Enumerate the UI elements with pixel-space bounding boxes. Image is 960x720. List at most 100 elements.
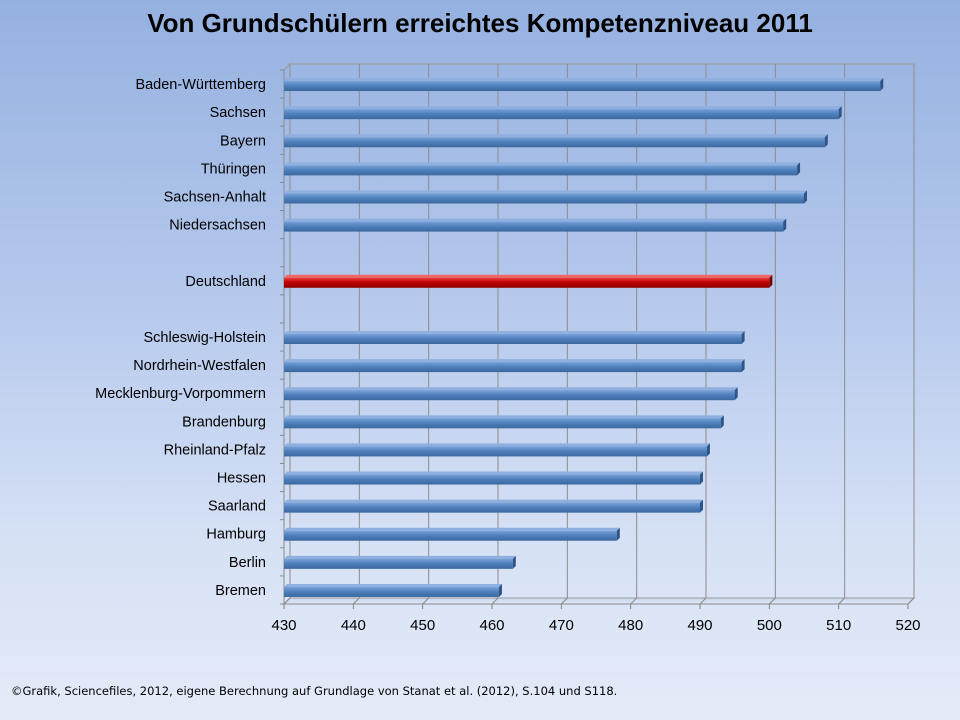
bar-front [284, 137, 825, 148]
bar-top [284, 134, 828, 138]
floor-gridline [283, 597, 291, 605]
bar-front [284, 362, 742, 373]
bar-end [824, 134, 828, 148]
bar-top [284, 471, 703, 475]
bar-front [284, 474, 700, 485]
bar [284, 415, 724, 429]
bar-top [284, 443, 710, 447]
category-label: Brandenburg [182, 414, 266, 430]
bar-end [700, 499, 703, 513]
bar-top [284, 78, 884, 82]
x-tick-label: 520 [895, 617, 920, 634]
floor-gridline [630, 597, 638, 605]
x-tick-label: 490 [687, 617, 712, 634]
bar [284, 106, 842, 120]
chart-title: Von Grundschülern erreichtes Kompetenzni… [147, 8, 813, 38]
source-credit: ©Grafik, Sciencefiles, 2012, eigene Bere… [11, 684, 618, 698]
x-tick-label: 510 [826, 617, 851, 634]
category-label: Mecklenburg-Vorpommern [95, 386, 266, 402]
bar-front [284, 558, 513, 569]
category-label: Nordrhein-Westfalen [133, 358, 266, 374]
category-label: Bayern [220, 133, 266, 149]
floor-gridline [907, 597, 915, 605]
bar-front [284, 586, 499, 597]
category-label: Hamburg [206, 527, 266, 543]
bar-top [284, 218, 787, 222]
bar-front [284, 109, 839, 120]
x-tick-label: 500 [757, 617, 782, 634]
bar-end [838, 106, 842, 120]
bar [284, 162, 801, 176]
bar-top [284, 162, 801, 166]
category-label: Bremen [215, 583, 266, 599]
category-labels: Baden-Württemberg Sachsen Bayern Thüringen S… [95, 77, 266, 599]
floor-gridline [352, 597, 360, 605]
bar [284, 555, 516, 569]
x-tick-labels: 430 440 450 460 470 480 490 500 510 520 [271, 617, 920, 634]
bar-top [284, 274, 773, 278]
category-label: Sachsen-Anhalt [164, 189, 266, 205]
bar-front [284, 334, 742, 344]
category-label: Saarland [208, 499, 266, 515]
floor-gridline [422, 597, 430, 605]
category-label: Schleswig-Holstein [144, 330, 267, 346]
category-label: Berlin [229, 555, 266, 571]
bar-end [616, 527, 620, 541]
bar-front [284, 193, 804, 204]
bar-end [797, 162, 801, 176]
bar-top [284, 527, 620, 531]
x-tick-label: 470 [549, 617, 574, 634]
bars [284, 78, 884, 597]
bar-top [284, 359, 745, 363]
bar-top [284, 331, 745, 334]
bar-top [284, 190, 807, 194]
bar-front [284, 502, 700, 513]
bar [284, 583, 502, 597]
category-label: Baden-Württemberg [135, 77, 266, 93]
bar-end [769, 274, 773, 288]
bar-top [284, 415, 724, 419]
floor-gridline [491, 597, 499, 605]
category-label: Deutschland [185, 274, 266, 290]
bar-front [284, 446, 707, 457]
bar-end [880, 78, 884, 92]
category-label: Hessen [217, 471, 266, 487]
bar-end [804, 190, 807, 204]
bar-end [741, 331, 745, 344]
bar-end [498, 583, 502, 597]
floor-gridline [699, 597, 707, 605]
bar [284, 499, 703, 513]
floor [282, 597, 916, 605]
bar-top [284, 106, 842, 110]
bar [284, 359, 745, 373]
x-tick-label: 440 [341, 617, 366, 634]
x-tick-label: 430 [271, 617, 296, 634]
category-label: Sachsen [210, 105, 266, 121]
bar-highlight [284, 274, 773, 288]
bar [284, 190, 807, 204]
bar-end [741, 359, 745, 373]
bar-front [284, 418, 721, 429]
x-tick-label: 480 [618, 617, 643, 634]
bar [284, 134, 828, 148]
bar-top [284, 555, 516, 559]
floor-gridline [768, 597, 776, 605]
bar-front [284, 277, 770, 288]
bar-front [284, 390, 735, 401]
bar-front [284, 81, 881, 92]
bar-top [284, 387, 738, 391]
bar-end [700, 471, 703, 485]
bar [284, 527, 620, 541]
bar-end [706, 443, 710, 457]
bar [284, 443, 710, 457]
category-label: Niedersachsen [169, 218, 266, 234]
floor-gridline [838, 597, 846, 605]
bar-top [284, 499, 703, 503]
bar-front [284, 221, 784, 232]
bar-front [284, 530, 617, 541]
bar [284, 387, 738, 401]
floor-gridline [560, 597, 568, 605]
bar [284, 331, 745, 344]
bar-end [734, 387, 738, 401]
